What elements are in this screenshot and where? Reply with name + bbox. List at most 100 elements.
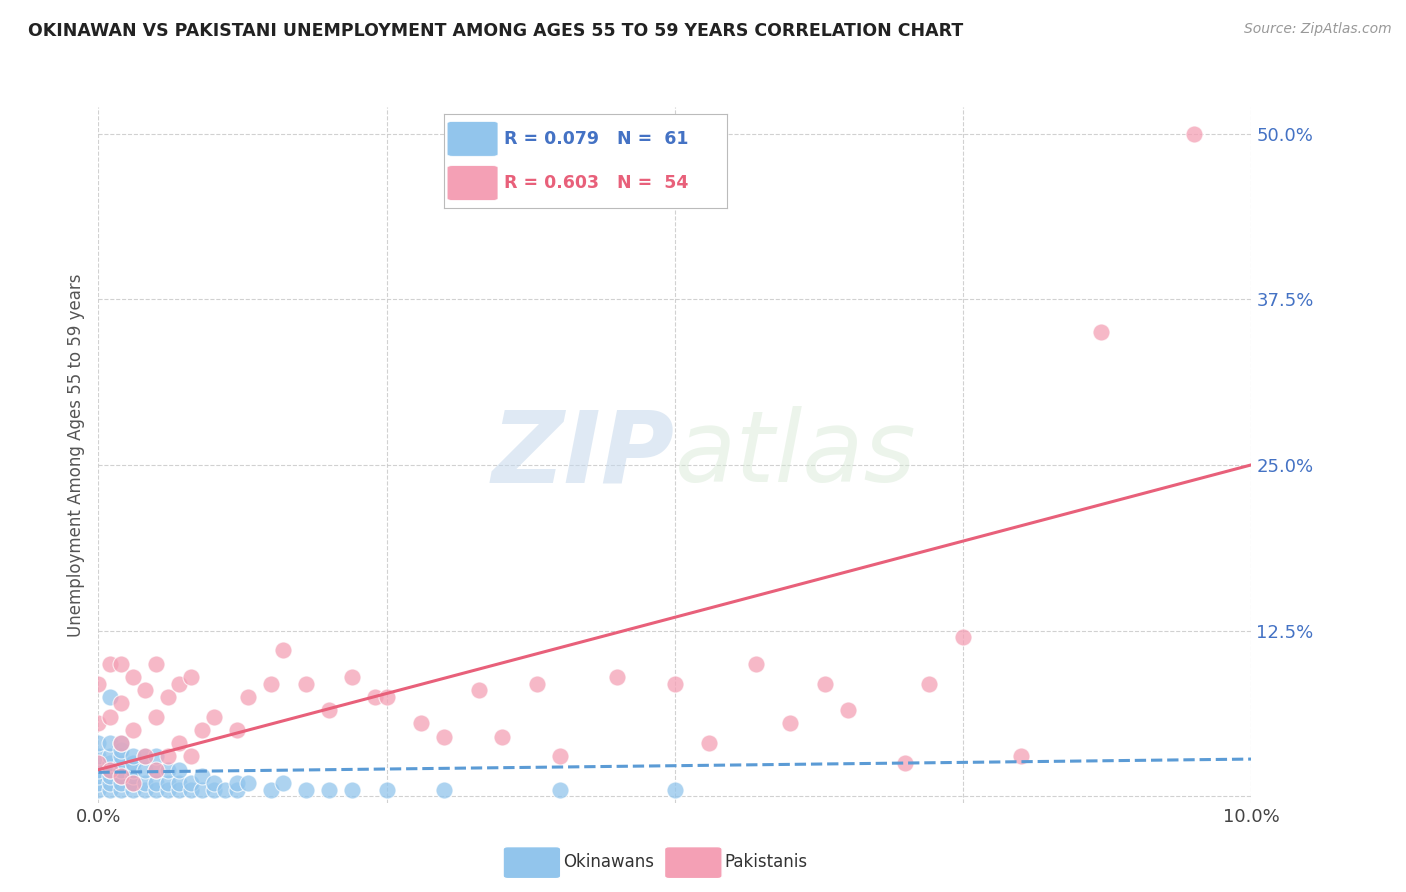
Point [156, 782, 179, 797]
Point [491, 730, 513, 744]
Point [167, 763, 190, 777]
Point [191, 782, 214, 797]
Point [122, 782, 145, 797]
Point [87, 736, 110, 750]
Point [202, 709, 225, 723]
Point [110, 736, 132, 750]
Point [779, 716, 801, 731]
Point [122, 776, 145, 790]
Point [122, 723, 145, 737]
Point [156, 690, 179, 704]
Point [87, 769, 110, 783]
Point [134, 683, 156, 698]
Point [1090, 326, 1112, 340]
Point [110, 769, 132, 783]
Text: atlas: atlas [675, 407, 917, 503]
Point [238, 690, 260, 704]
Point [110, 743, 132, 757]
Point [122, 763, 145, 777]
Point [295, 676, 318, 690]
Point [145, 782, 167, 797]
Point [917, 676, 939, 690]
Text: Pakistanis: Pakistanis [724, 853, 807, 871]
Point [191, 723, 214, 737]
Point [191, 769, 214, 783]
Point [98, 763, 121, 777]
Point [98, 782, 121, 797]
Point [225, 782, 247, 797]
Point [122, 769, 145, 783]
Point [699, 736, 721, 750]
Point [167, 782, 190, 797]
Point [134, 776, 156, 790]
Point [548, 749, 571, 764]
Point [87, 749, 110, 764]
Point [87, 776, 110, 790]
Point [156, 776, 179, 790]
Text: Okinawans: Okinawans [562, 853, 654, 871]
Point [225, 723, 247, 737]
Point [202, 782, 225, 797]
Point [110, 697, 132, 711]
Point [837, 703, 859, 717]
Point [167, 676, 190, 690]
Point [145, 657, 167, 671]
Point [110, 756, 132, 770]
Point [202, 776, 225, 790]
Point [156, 763, 179, 777]
Point [180, 776, 202, 790]
Point [145, 763, 167, 777]
Point [98, 749, 121, 764]
Point [110, 782, 132, 797]
Point [180, 749, 202, 764]
Text: ZIP: ZIP [492, 407, 675, 503]
Point [110, 769, 132, 783]
Point [145, 776, 167, 790]
Point [318, 703, 340, 717]
Point [134, 782, 156, 797]
Point [952, 630, 974, 644]
Point [110, 776, 132, 790]
Point [98, 709, 121, 723]
Point [134, 763, 156, 777]
Point [156, 749, 179, 764]
Point [375, 690, 398, 704]
Point [167, 776, 190, 790]
Point [375, 782, 398, 797]
Point [98, 690, 121, 704]
Point [180, 670, 202, 684]
FancyBboxPatch shape [665, 847, 723, 879]
Point [87, 763, 110, 777]
Point [318, 782, 340, 797]
Point [214, 782, 236, 797]
Point [167, 736, 190, 750]
Point [433, 730, 456, 744]
Point [87, 716, 110, 731]
Point [814, 676, 837, 690]
Point [364, 690, 387, 704]
Point [271, 643, 294, 657]
Point [145, 709, 167, 723]
Point [98, 763, 121, 777]
Point [122, 776, 145, 790]
Text: Source: ZipAtlas.com: Source: ZipAtlas.com [1244, 22, 1392, 37]
Point [98, 756, 121, 770]
Point [122, 670, 145, 684]
Point [238, 776, 260, 790]
Point [122, 749, 145, 764]
Point [110, 736, 132, 750]
Point [98, 736, 121, 750]
Point [98, 776, 121, 790]
Point [433, 782, 456, 797]
Point [134, 749, 156, 764]
Point [411, 716, 433, 731]
Point [894, 756, 917, 770]
Point [87, 676, 110, 690]
Point [664, 676, 686, 690]
Point [260, 782, 283, 797]
Point [225, 776, 247, 790]
Point [122, 756, 145, 770]
Point [145, 763, 167, 777]
Point [87, 756, 110, 770]
Y-axis label: Unemployment Among Ages 55 to 59 years: Unemployment Among Ages 55 to 59 years [66, 273, 84, 637]
